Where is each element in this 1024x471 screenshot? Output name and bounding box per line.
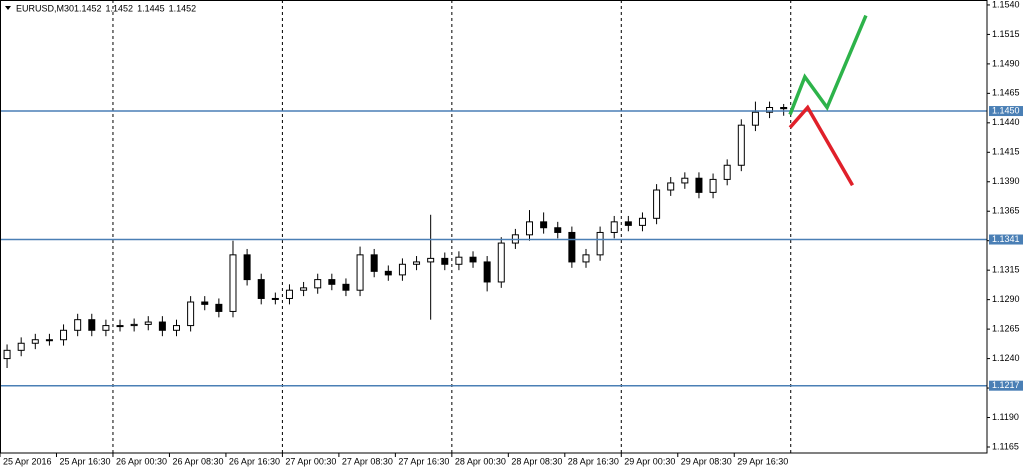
x-tick-label: 26 Apr 16:30 bbox=[229, 456, 280, 466]
level-label: 1.1217 bbox=[992, 380, 1020, 390]
x-tick-label: 28 Apr 16:30 bbox=[568, 456, 619, 466]
candle-body bbox=[582, 254, 590, 263]
x-tick-label: 29 Apr 16:30 bbox=[737, 456, 788, 466]
candle-body bbox=[370, 254, 378, 272]
candle-body bbox=[681, 177, 689, 184]
level-label-bg bbox=[989, 106, 1023, 117]
candle-body bbox=[751, 111, 759, 126]
candle-body bbox=[74, 319, 82, 331]
y-tick-label: 1.1365 bbox=[992, 206, 1020, 216]
y-tick-label: 1.1165 bbox=[992, 441, 1019, 451]
candle-body bbox=[695, 177, 703, 193]
forecast-line bbox=[788, 104, 855, 187]
symbol: EURUSD,M30 bbox=[16, 3, 74, 13]
y-tick-label: 1.1190 bbox=[992, 412, 1019, 422]
x-tick-label: 28 Apr 08:30 bbox=[511, 456, 562, 466]
level-label: 1.1450 bbox=[992, 105, 1020, 115]
candle-body bbox=[31, 339, 39, 344]
candle-body bbox=[45, 339, 53, 342]
candle-body bbox=[540, 221, 548, 229]
y-tick-label: 1.1515 bbox=[992, 29, 1020, 39]
y-tick-label: 1.1465 bbox=[992, 88, 1020, 98]
menu-arrow[interactable] bbox=[5, 6, 11, 10]
candle-body bbox=[243, 254, 251, 281]
candle-body bbox=[342, 283, 350, 291]
candle-body bbox=[737, 124, 745, 166]
candle-body bbox=[469, 256, 477, 263]
candle-body bbox=[780, 107, 788, 110]
x-tick-label: 25 Apr 16:30 bbox=[59, 456, 110, 466]
candle-body bbox=[596, 231, 604, 256]
x-tick-label: 28 Apr 00:30 bbox=[455, 456, 506, 466]
candle-body bbox=[624, 221, 632, 226]
header-price: 1.1452 bbox=[74, 3, 102, 13]
candle-body bbox=[229, 254, 237, 312]
header-price: 1.1452 bbox=[169, 3, 197, 13]
x-tick-label: 25 Apr 2016 bbox=[3, 456, 52, 466]
x-tick-label: 26 Apr 00:30 bbox=[116, 456, 167, 466]
x-tick-label: 27 Apr 00:30 bbox=[285, 456, 336, 466]
candle-body bbox=[427, 257, 435, 263]
candle-body bbox=[384, 270, 392, 276]
y-tick-label: 1.1540 bbox=[992, 0, 1020, 9]
candle-body bbox=[314, 279, 322, 289]
candle-body bbox=[88, 319, 96, 331]
candle-body bbox=[610, 221, 618, 233]
header-price: 1.1452 bbox=[106, 3, 134, 13]
candle-body bbox=[568, 231, 576, 263]
level-label-bg bbox=[989, 234, 1023, 245]
candle-body bbox=[328, 279, 336, 285]
candle-body bbox=[102, 325, 110, 331]
candle-body bbox=[441, 257, 449, 265]
header-price: 1.1445 bbox=[137, 3, 165, 13]
y-tick-label: 1.1315 bbox=[992, 265, 1020, 275]
y-tick-label: 1.1290 bbox=[992, 294, 1020, 304]
y-tick-label: 1.1390 bbox=[992, 176, 1020, 186]
candle-body bbox=[497, 242, 505, 283]
candle-body bbox=[257, 279, 265, 299]
candle-body bbox=[3, 349, 11, 360]
candle-body bbox=[60, 329, 68, 341]
y-tick-label: 1.1415 bbox=[992, 147, 1020, 157]
candle-body bbox=[554, 227, 562, 233]
candle-body bbox=[413, 261, 421, 265]
candle-body bbox=[766, 107, 774, 113]
candle-body bbox=[526, 221, 534, 236]
candle-body bbox=[201, 301, 209, 305]
candle-body bbox=[300, 287, 308, 291]
candle-body bbox=[116, 325, 124, 328]
candle-body bbox=[398, 263, 406, 276]
forecast-line bbox=[788, 14, 868, 116]
x-tick-label: 27 Apr 08:30 bbox=[342, 456, 393, 466]
candle-body bbox=[271, 297, 279, 300]
level-label-bg bbox=[989, 380, 1023, 391]
candle-body bbox=[215, 303, 223, 312]
candle-body bbox=[17, 342, 25, 351]
candle-body bbox=[483, 261, 491, 283]
candle-body bbox=[158, 321, 166, 331]
y-tick-label: 1.1440 bbox=[992, 117, 1020, 127]
candle-body bbox=[667, 182, 675, 191]
y-tick-label: 1.1240 bbox=[992, 353, 1020, 363]
candle-body bbox=[653, 189, 661, 219]
candle-body bbox=[638, 217, 646, 226]
y-tick-label: 1.1265 bbox=[992, 323, 1020, 333]
candle-body bbox=[356, 254, 364, 291]
candle-body bbox=[723, 164, 731, 180]
candle-body bbox=[455, 256, 463, 265]
x-tick-label: 27 Apr 16:30 bbox=[398, 456, 449, 466]
candle-body bbox=[187, 301, 195, 327]
x-tick-label: 29 Apr 00:30 bbox=[624, 456, 675, 466]
x-tick-label: 29 Apr 08:30 bbox=[681, 456, 732, 466]
x-tick-label: 26 Apr 08:30 bbox=[172, 456, 223, 466]
candle-body bbox=[144, 321, 152, 325]
candle-body bbox=[285, 289, 293, 299]
candle-body bbox=[130, 323, 138, 327]
y-tick-label: 1.1490 bbox=[992, 58, 1020, 68]
level-label: 1.1341 bbox=[992, 234, 1020, 244]
candle-body bbox=[173, 325, 181, 331]
candle-body bbox=[709, 178, 717, 193]
plot-frame bbox=[0, 0, 988, 454]
